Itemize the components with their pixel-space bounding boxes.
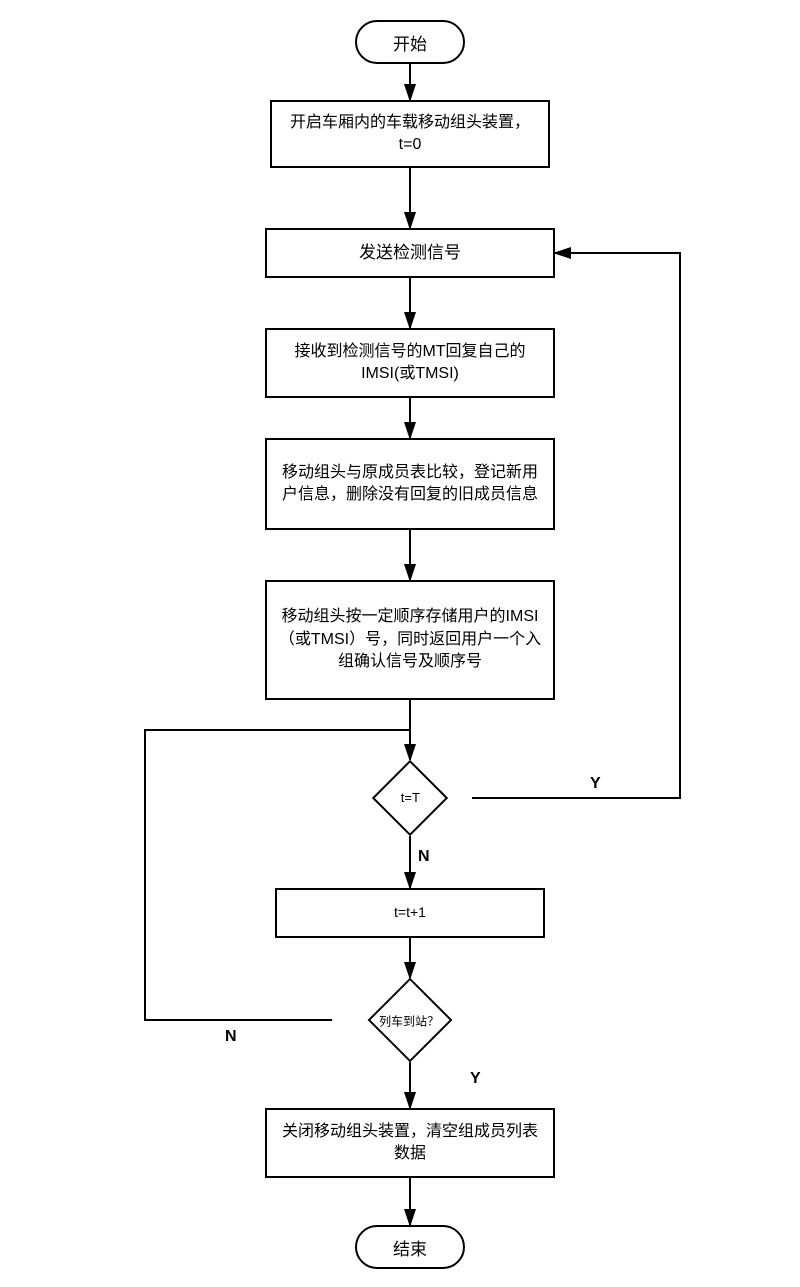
edge-label-d1-N: N bbox=[418, 848, 430, 866]
process-send-detect: 发送检测信号 bbox=[265, 228, 555, 278]
process-increment-t-text: t=t+1 bbox=[394, 903, 426, 923]
flowchart-canvas: 开始 开启车厢内的车载移动组头装置，t=0 发送检测信号 接收到检测信号的MT回… bbox=[0, 0, 800, 1287]
process-compare-members: 移动组头与原成员表比较，登记新用户信息，删除没有回复的旧成员信息 bbox=[265, 438, 555, 530]
decision-t-equals-T: t=T bbox=[372, 760, 448, 836]
process-store-imsi-text: 移动组头按一定顺序存储用户的IMSI（或TMSI）号，同时返回用户一个入组确认信… bbox=[277, 606, 543, 673]
process-increment-t: t=t+1 bbox=[275, 888, 545, 938]
edge-label-d2-N: N bbox=[225, 1028, 237, 1046]
process-mt-reply-text: 接收到检测信号的MT回复自己的IMSI(或TMSI) bbox=[277, 341, 543, 386]
decision-t-equals-T-text: t=T bbox=[375, 790, 445, 805]
process-shutdown: 关闭移动组头装置，清空组成员列表数据 bbox=[265, 1108, 555, 1178]
process-mt-reply: 接收到检测信号的MT回复自己的IMSI(或TMSI) bbox=[265, 328, 555, 398]
edge-label-d2-Y: Y bbox=[470, 1070, 481, 1088]
edge-label-d1-Y: Y bbox=[590, 775, 601, 793]
process-compare-members-text: 移动组头与原成员表比较，登记新用户信息，删除没有回复的旧成员信息 bbox=[277, 462, 543, 507]
start-terminator: 开始 bbox=[355, 20, 465, 64]
decision-train-arrived-text: 列车到站？ bbox=[370, 1012, 448, 1029]
process-init: 开启车厢内的车载移动组头装置，t=0 bbox=[270, 100, 550, 168]
process-store-imsi: 移动组头按一定顺序存储用户的IMSI（或TMSI）号，同时返回用户一个入组确认信… bbox=[265, 580, 555, 700]
process-shutdown-text: 关闭移动组头装置，清空组成员列表数据 bbox=[277, 1121, 543, 1166]
start-label: 开始 bbox=[393, 30, 427, 55]
process-send-detect-text: 发送检测信号 bbox=[359, 241, 461, 265]
decision-train-arrived: 列车到站？ bbox=[368, 978, 453, 1063]
end-label: 结束 bbox=[393, 1235, 427, 1260]
end-terminator: 结束 bbox=[355, 1225, 465, 1269]
process-init-text: 开启车厢内的车载移动组头装置，t=0 bbox=[282, 112, 538, 157]
